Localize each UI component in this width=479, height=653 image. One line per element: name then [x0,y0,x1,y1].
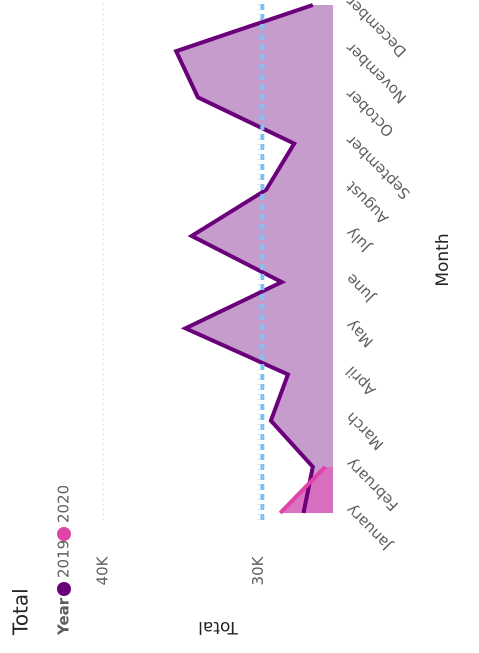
x-tick-label: June [342,270,379,307]
area-fill [176,5,333,513]
y-tick-label: 40K [94,555,112,585]
legend-label: 2019 [55,540,73,578]
legend-marker [57,582,71,596]
legend-label: 2020 [55,485,73,523]
x-tick-label: March [342,409,387,454]
legend-title: Year [55,597,73,636]
y-tick-label: 30K [249,555,267,585]
y-axis-title: Total [198,617,239,637]
x-tick-label: April [342,362,379,399]
chart-title: Total [9,588,33,636]
series-line [173,3,315,514]
x-tick-label: July [342,224,375,257]
legend-marker [57,527,71,541]
x-tick-label: May [342,316,377,351]
x-axis-title: Month [433,233,453,286]
series-line [278,465,327,515]
